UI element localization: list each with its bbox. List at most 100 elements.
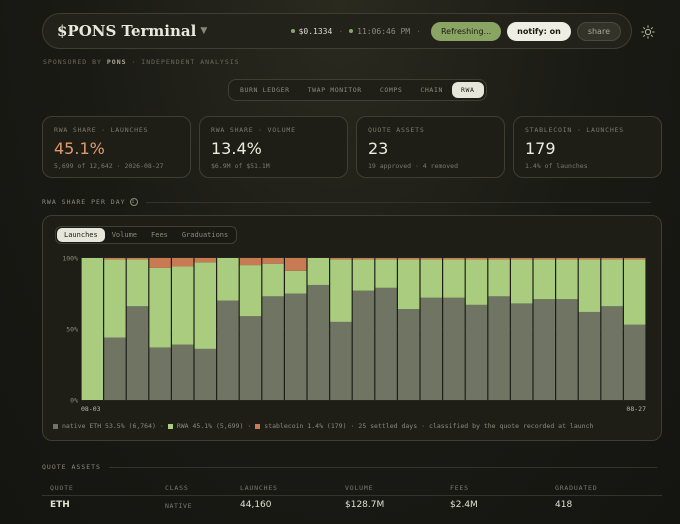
col-class[interactable]: CLASS — [165, 484, 189, 492]
bar-stable — [375, 258, 397, 260]
cell-class: NATIVE — [165, 502, 193, 510]
stat-label: RWA SHARE · LAUNCHES — [54, 126, 149, 134]
divider — [108, 466, 657, 468]
separator: · — [338, 26, 344, 36]
x-tick-label-start: 08-03 — [81, 405, 101, 413]
tab-burn-ledger[interactable]: BURN LEDGER — [240, 86, 290, 94]
chart-tab-fees[interactable]: Fees — [151, 231, 168, 239]
chart-section-title: RWA SHARE PER DAY i — [42, 198, 651, 206]
bar-native — [126, 306, 149, 400]
bar-stable — [420, 258, 442, 260]
stat-label: RWA SHARE · VOLUME — [211, 126, 296, 134]
stat-value: 13.4% — [211, 139, 262, 158]
legend-days: 25 settled days — [358, 422, 418, 430]
separator: · — [421, 422, 426, 430]
refresh-button[interactable]: Refreshing... — [430, 21, 502, 41]
chart-tab-launches[interactable]: Launches — [57, 228, 105, 242]
separator: · — [247, 422, 252, 430]
bar-native — [239, 316, 262, 400]
stat-sub: 1.4% of launches — [525, 162, 588, 170]
stat-value: 23 — [368, 139, 389, 158]
col-volume[interactable]: VOLUME — [345, 484, 374, 492]
stat-card-quote-assets: QUOTE ASSETS 23 19 approved · 4 removed — [356, 116, 505, 178]
bar-stable — [511, 258, 533, 260]
bar-native — [285, 293, 307, 400]
price-readout: $0.1334 — [290, 27, 332, 36]
bar-stable — [149, 258, 171, 268]
sponsor-line: SPONSORED BY PONS · INDEPENDENT ANALYSIS — [43, 58, 240, 66]
legend-swatch-native — [53, 423, 58, 429]
bar-stable — [352, 258, 375, 260]
bar-rwa — [149, 267, 171, 348]
table-row[interactable]: ETH NATIVE 44,160 $128.7M $2.4M 418 — [42, 500, 662, 516]
col-graduated[interactable]: GRADUATED — [555, 484, 598, 492]
sun-icon[interactable] — [641, 25, 655, 39]
tab-rwa[interactable]: RWA — [451, 82, 484, 98]
stat-card-rwa-launches: RWA SHARE · LAUNCHES 45.1% 5,699 of 12,6… — [42, 116, 191, 178]
sponsor-prefix: SPONSORED BY — [43, 58, 102, 66]
bar-native — [307, 284, 329, 400]
bar-stable — [398, 258, 420, 260]
bar-rwa — [578, 259, 601, 312]
legend-swatch-rwa — [167, 423, 173, 429]
notify-toggle[interactable]: notify: on — [507, 21, 571, 41]
legend-rwa: RWA 45.1% (5,699) — [176, 422, 244, 430]
bar-native — [624, 324, 646, 400]
bar-native — [443, 297, 465, 400]
sponsor-name: PONS — [106, 58, 127, 66]
info-icon[interactable]: i — [129, 198, 138, 206]
stat-value: 179 — [525, 139, 556, 158]
cell-graduated: 418 — [555, 500, 573, 510]
bar-native — [375, 287, 397, 400]
bar-stable — [285, 258, 307, 271]
chart-panel: Launches Volume Fees Graduations 100% 50%… — [42, 215, 662, 441]
chart-legend: native ETH 53.5% (6,764) · RWA 45.1% (5,… — [53, 422, 593, 430]
bar-rwa — [172, 266, 194, 345]
brand-menu[interactable]: $PONS Terminal ▼ — [57, 22, 207, 40]
bar-native — [488, 296, 510, 400]
divider — [145, 201, 651, 203]
bar-stable — [465, 258, 488, 260]
bar-native — [217, 300, 239, 400]
bar-native — [420, 297, 442, 400]
bar-stable — [239, 258, 262, 266]
rwa-share-chart: 100% 50% 0%08-03 08-27 — [62, 255, 646, 414]
stat-value: 45.1% — [54, 139, 105, 158]
legend-stable: stablecoin 1.4% (179) — [264, 422, 347, 430]
bar-stable — [172, 258, 194, 267]
tab-twap-monitor[interactable]: TWAP MONITOR — [307, 86, 362, 94]
bar-rwa — [262, 263, 284, 297]
chart-tab-graduations[interactable]: Graduations — [181, 231, 229, 239]
stat-cards: RWA SHARE · LAUNCHES 45.1% 5,699 of 12,6… — [42, 116, 662, 178]
bar-rwa — [556, 259, 578, 300]
bar-native — [578, 311, 601, 400]
share-button[interactable]: share — [576, 21, 621, 41]
bar-stable — [601, 258, 623, 260]
tab-chain[interactable]: CHAIN — [420, 86, 443, 94]
col-fees[interactable]: FEES — [450, 484, 469, 492]
col-launches[interactable]: LAUNCHES — [240, 484, 278, 492]
bar-stable — [578, 258, 601, 260]
separator: · — [159, 422, 164, 430]
chart-section-label: RWA SHARE PER DAY — [42, 198, 126, 206]
brand-title: $PONS Terminal — [57, 22, 197, 40]
tab-comps[interactable]: COMPS — [379, 86, 403, 94]
bar-stable — [194, 258, 216, 263]
stat-sub: 19 approved · 4 removed — [368, 162, 459, 170]
clock-dot-icon — [349, 29, 354, 33]
quote-table-header: QUOTE CLASS LAUNCHES VOLUME FEES GRADUAT… — [42, 484, 662, 496]
main-tabs: BURN LEDGER TWAP MONITOR COMPS CHAIN RWA — [228, 79, 487, 101]
stat-label: QUOTE ASSETS — [368, 126, 425, 134]
bar-stable — [262, 258, 284, 264]
bar-rwa — [398, 259, 420, 310]
col-quote[interactable]: QUOTE — [50, 484, 74, 492]
bar-native — [262, 296, 284, 400]
x-tick-label-end: 08-27 — [626, 405, 646, 413]
clock-value: 11:06:46 PM — [357, 26, 411, 36]
bar-rwa — [104, 259, 126, 338]
bar-native — [352, 290, 375, 400]
legend-native: native ETH 53.5% (6,764) — [62, 422, 156, 430]
stat-sub: $6.9M of $51.1M — [211, 162, 270, 170]
chart-tab-volume[interactable]: Volume — [111, 231, 138, 239]
bar-native — [104, 337, 126, 400]
